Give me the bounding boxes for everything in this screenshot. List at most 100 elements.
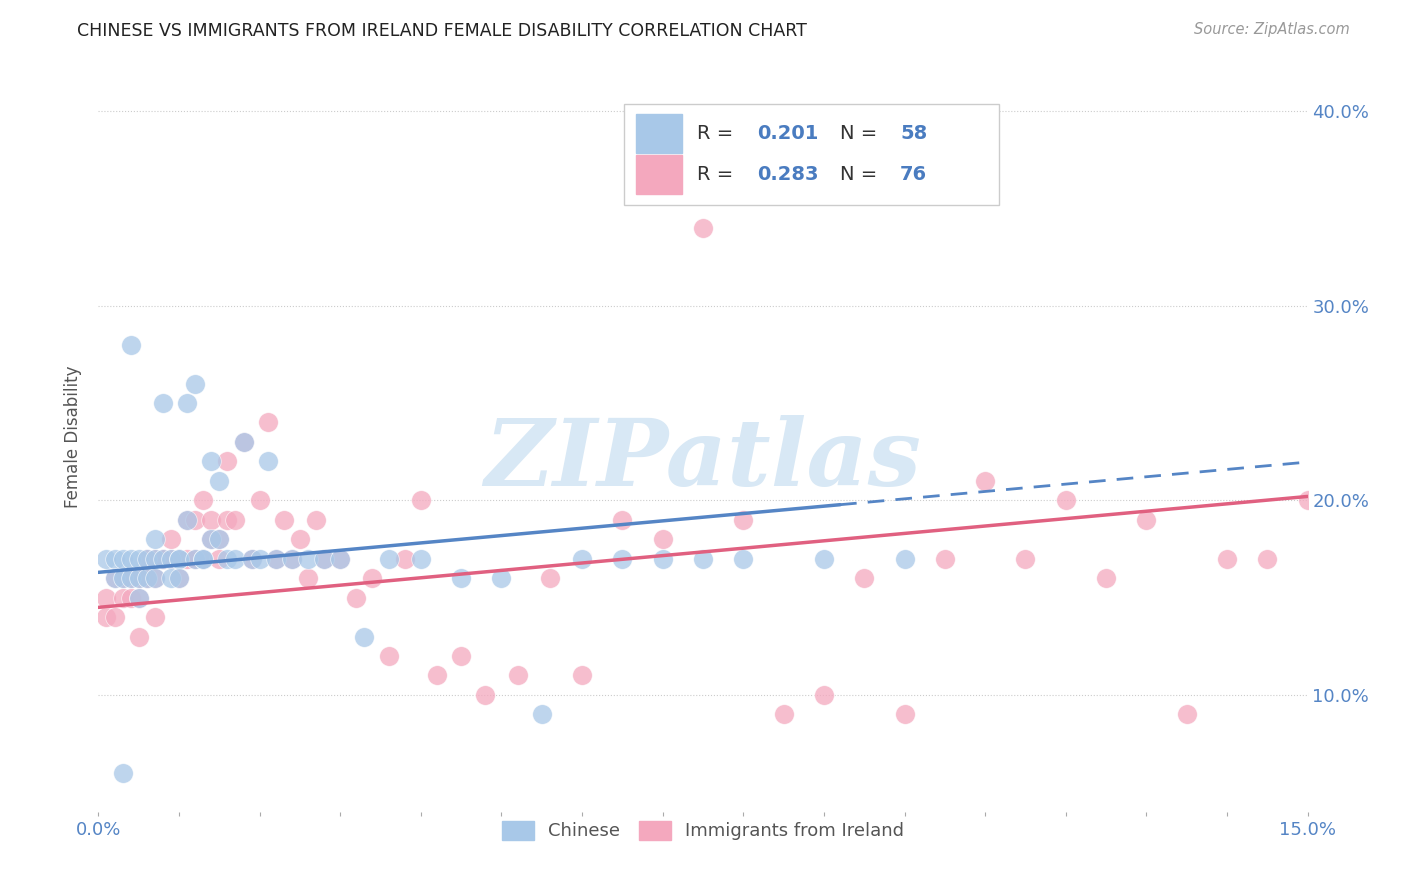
Point [1014,551,1036,566]
Point [1175,707,1198,722]
Point [120,571,142,585]
Text: ZIPatlas: ZIPatlas [485,415,921,505]
Point [143,551,166,566]
Y-axis label: Female Disability: Female Disability [65,366,83,508]
Point [893,551,915,566]
Point [1256,551,1278,566]
Point [612,513,634,527]
Point [249,551,271,566]
Point [135,551,157,566]
Point [1054,493,1077,508]
Point [426,668,449,682]
Point [193,493,215,508]
Point [249,493,271,508]
Point [128,630,150,644]
Point [450,648,472,663]
Point [314,551,336,566]
Point [143,533,166,547]
Point [506,668,529,682]
Point [297,551,319,566]
Point [208,533,231,547]
Point [176,513,198,527]
Point [128,571,150,585]
Point [184,551,207,566]
Point [111,551,134,566]
Point [571,551,593,566]
Point [152,551,174,566]
Point [111,765,134,780]
Point [651,533,673,547]
Point [733,551,755,566]
Point [128,591,150,605]
Point [184,376,207,391]
Point [538,571,561,585]
Point [128,571,150,585]
Point [232,434,254,449]
Point [1216,551,1239,566]
Point [96,591,118,605]
Point [281,551,304,566]
Point [184,551,207,566]
Point [143,551,166,566]
Point [256,416,278,430]
Point [160,551,183,566]
Point [111,571,134,585]
Point [200,454,222,468]
Point [217,513,239,527]
Point [135,571,157,585]
Point [103,571,125,585]
Point [160,571,183,585]
Point [96,551,118,566]
Point [208,533,231,547]
Point [853,571,876,585]
Point [128,551,150,566]
Point [152,551,174,566]
Point [224,551,246,566]
Point [200,513,222,527]
Point [143,571,166,585]
Point [305,513,328,527]
Text: CHINESE VS IMMIGRANTS FROM IRELAND FEMALE DISABILITY CORRELATION CHART: CHINESE VS IMMIGRANTS FROM IRELAND FEMAL… [77,22,807,40]
Point [176,396,198,410]
Point [273,513,295,527]
Text: 0.201: 0.201 [758,124,818,143]
Point [193,551,215,566]
Point [193,551,215,566]
Point [288,533,311,547]
Point [474,688,496,702]
FancyBboxPatch shape [624,103,1000,205]
Point [409,493,432,508]
Point [167,551,190,566]
Point [200,533,222,547]
Point [692,551,714,566]
Point [167,551,190,566]
Point [450,571,472,585]
Point [571,668,593,682]
Point [353,630,375,644]
Point [240,551,263,566]
Point [314,551,336,566]
Text: R =: R = [697,165,740,185]
Point [1095,571,1118,585]
Point [193,551,215,566]
Point [143,610,166,624]
Point [651,551,673,566]
Text: 76: 76 [900,165,927,185]
Bar [637,155,682,194]
Point [264,551,287,566]
Point [111,591,134,605]
Point [135,551,157,566]
Text: Source: ZipAtlas.com: Source: ZipAtlas.com [1194,22,1350,37]
Text: N =: N = [839,124,883,143]
Point [264,551,287,566]
Point [200,533,222,547]
Point [329,551,352,566]
Point [394,551,416,566]
Point [934,551,956,566]
Point [103,610,125,624]
Point [208,474,231,488]
Point [176,551,198,566]
Point [120,591,142,605]
Point [377,551,399,566]
Point [344,591,367,605]
